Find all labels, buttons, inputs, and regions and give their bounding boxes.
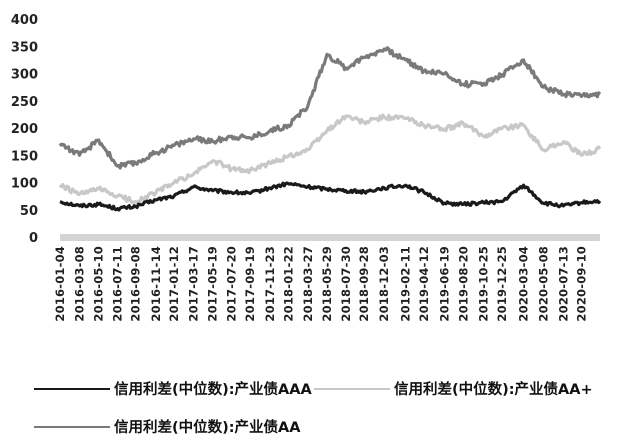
y-tick-label: 200: [11, 122, 38, 137]
legend-item-aa: 信用利差(中位数):产业债AA: [34, 416, 301, 437]
x-tick-label: 2019-02-11: [399, 246, 413, 322]
x-tick-label: 2017-11-23: [263, 246, 277, 322]
x-tick-label: 2018-07-30: [339, 246, 353, 322]
x-tick-label: 2017-01-12: [167, 246, 181, 322]
x-tick-label: 2017-03-17: [186, 246, 200, 322]
x-tick-label: 2016-09-08: [129, 246, 143, 322]
x-tick-label: 2019-12-25: [495, 246, 509, 322]
x-tick-label: 2018-12-03: [377, 246, 391, 322]
x-tick-label: 2016-01-04: [53, 246, 67, 322]
x-tick-label: 2017-09-19: [243, 246, 257, 322]
y-tick-label: 350: [11, 40, 38, 55]
x-tick-label: 2019-10-25: [477, 246, 491, 322]
x-tick-label: 2018-09-28: [357, 246, 371, 322]
x-tick-label: 2017-05-19: [206, 246, 220, 322]
y-tick-label: 50: [20, 204, 38, 219]
x-tick-label: 2017-07-20: [225, 246, 239, 322]
x-tick-label: 2019-04-12: [417, 246, 431, 322]
y-axis: 0 50 100 150 200 250 300 350 400: [11, 13, 38, 246]
x-axis-band: [60, 234, 600, 241]
x-tick-label: 2019-08-20: [456, 246, 470, 322]
legend-item-aaa: 信用利差(中位数):产业债AAA: [34, 378, 312, 399]
x-tick-label: 2016-11-14: [149, 246, 163, 322]
x-tick-label: 2016-03-08: [73, 246, 87, 322]
x-tick-label: 2016-07-11: [111, 246, 125, 322]
legend-item-aaplus: 信用利差(中位数):产业债AA+: [314, 378, 593, 399]
y-tick-label: 250: [11, 95, 38, 110]
y-tick-label: 150: [11, 149, 38, 164]
series-line-aa: [58, 46, 602, 170]
legend-label-aaa: 信用利差(中位数):产业债AAA: [114, 382, 312, 398]
legend-label-aa: 信用利差(中位数):产业债AA: [114, 420, 301, 436]
x-axis: 2016-01-04 2016-03-08 2016-05-10 2016-07-11…: [53, 246, 588, 322]
y-tick-label: 100: [11, 177, 38, 192]
legend-label-aaplus: 信用利差(中位数):产业债AA+: [394, 382, 593, 398]
x-tick-label: 2019-06-19: [438, 246, 452, 322]
x-tick-label: 2020-07-13: [556, 246, 570, 322]
y-tick-label: 300: [11, 68, 38, 83]
legend-swatch-aaa: [34, 387, 110, 390]
y-tick-label: 0: [29, 231, 38, 246]
series-layer: [58, 46, 602, 212]
legend-swatch-aa: [34, 425, 110, 428]
x-tick-label: 2020-05-08: [536, 246, 550, 322]
series-line-aaa: [59, 181, 602, 212]
series-line-aaplus: [58, 113, 602, 205]
x-tick-label: 2020-03-04: [517, 246, 531, 322]
x-tick-label: 2018-01-22: [281, 246, 295, 322]
x-tick-label: 2018-03-27: [301, 246, 315, 322]
legend-swatch-aaplus: [314, 387, 390, 390]
x-tick-label: 2018-05-29: [320, 246, 334, 322]
x-tick-label: 2016-05-10: [92, 246, 106, 322]
x-tick-label: 2020-09-10: [574, 246, 588, 322]
y-tick-label: 400: [11, 13, 38, 28]
